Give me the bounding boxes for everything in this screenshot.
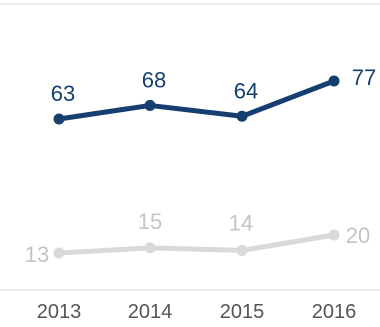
- data-label: 68: [142, 67, 166, 92]
- series-1: 63 68 64 77: [51, 65, 376, 125]
- data-label: 20: [346, 223, 370, 248]
- data-point: [328, 229, 340, 241]
- data-point: [144, 242, 156, 254]
- plot-area: 63 68 64 77 13 15 14 20: [25, 65, 376, 267]
- x-axis-ticks: 2013 2014 2015 2016: [37, 301, 357, 323]
- x-tick-label: 2016: [312, 301, 357, 323]
- data-point: [144, 99, 156, 111]
- series-2: 13 15 14 20: [25, 209, 370, 267]
- series-line: [56, 232, 337, 256]
- series-line: [56, 78, 337, 122]
- x-tick-label: 2014: [128, 301, 173, 323]
- data-label: 13: [25, 242, 49, 267]
- data-label: 77: [352, 65, 376, 90]
- data-point: [236, 110, 248, 122]
- data-point: [53, 113, 65, 125]
- data-point: [328, 75, 340, 87]
- x-tick-label: 2015: [220, 301, 265, 323]
- data-label: 64: [234, 78, 258, 103]
- x-tick-label: 2013: [37, 301, 82, 323]
- data-label: 15: [138, 209, 162, 234]
- data-label: 63: [51, 81, 75, 106]
- data-point: [53, 247, 65, 259]
- data-label: 14: [229, 210, 253, 235]
- data-point: [236, 244, 248, 256]
